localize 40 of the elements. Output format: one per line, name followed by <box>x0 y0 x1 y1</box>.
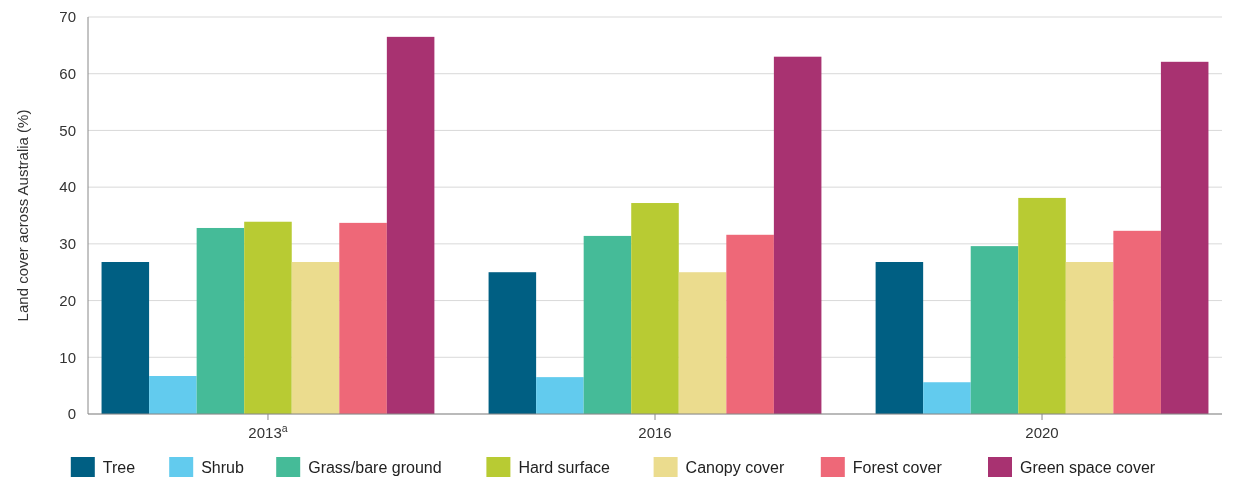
y-tick-label: 0 <box>67 405 76 423</box>
legend-label: Shrub <box>201 458 244 476</box>
bar <box>583 235 632 414</box>
bar <box>1018 197 1066 414</box>
bar <box>773 56 822 414</box>
bar <box>678 272 727 414</box>
legend-label: Hard surface <box>518 458 611 476</box>
bar <box>196 227 245 414</box>
y-tick-label: 50 <box>59 121 76 139</box>
x-tick-label: 2016 <box>638 424 672 441</box>
legend-label: Green space cover <box>1020 458 1156 476</box>
bar <box>1065 262 1114 414</box>
bar <box>244 221 292 414</box>
bar <box>970 246 1019 414</box>
bar <box>488 272 537 414</box>
bar <box>631 203 679 414</box>
bar <box>1113 230 1161 414</box>
y-tick-label: 30 <box>59 235 76 253</box>
y-tick-label: 20 <box>59 291 76 309</box>
bar <box>875 262 924 414</box>
bar <box>386 36 435 414</box>
y-tick-label: 60 <box>59 64 76 82</box>
y-tick-label: 40 <box>59 178 76 196</box>
bar <box>149 376 197 414</box>
bar <box>923 382 971 414</box>
y-tick-label: 10 <box>59 348 76 366</box>
x-tick-label: 2013$^{a}$ <box>248 422 288 441</box>
legend-label: Forest cover <box>852 458 943 476</box>
bar <box>1160 61 1209 414</box>
bar <box>339 222 387 414</box>
x-tick-label: 2020 <box>1025 424 1059 441</box>
legend-label: Grass/bare ground <box>308 458 442 476</box>
bar <box>101 262 150 414</box>
bar <box>726 234 774 414</box>
y-tick-label: 70 <box>59 8 76 26</box>
bar <box>291 262 340 414</box>
legend-label: Tree <box>102 458 136 476</box>
legend-label: Canopy cover <box>685 458 785 476</box>
y-axis-title: Land cover across Australia (%) <box>14 109 31 322</box>
bar <box>536 377 584 414</box>
